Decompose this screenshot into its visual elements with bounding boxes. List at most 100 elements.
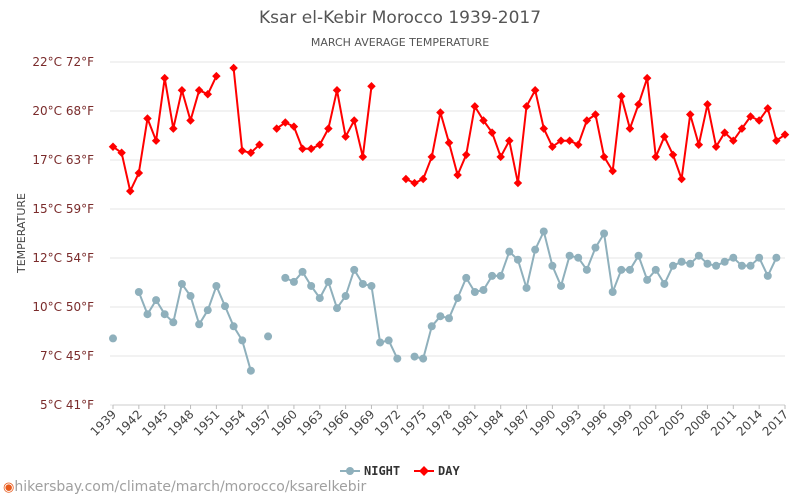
y-tick-label: 22°C 72°F xyxy=(32,55,94,69)
chart-title: Ksar el-Kebir Morocco 1939-2017 xyxy=(259,8,541,28)
day-point xyxy=(642,73,652,83)
night-point xyxy=(496,271,505,280)
day-point xyxy=(530,86,540,95)
day-point xyxy=(151,136,161,145)
day-point xyxy=(677,174,686,184)
night-point xyxy=(686,259,695,268)
day-point xyxy=(522,102,531,111)
night-point xyxy=(505,247,514,256)
legend-day-marker xyxy=(419,466,429,476)
x-tick-label: 2014 xyxy=(734,407,765,438)
night-point xyxy=(367,281,376,290)
day-point xyxy=(625,124,635,133)
day-point xyxy=(539,124,549,133)
day-point xyxy=(694,140,704,149)
night-point xyxy=(660,279,669,288)
day-point xyxy=(298,144,307,154)
x-tick-label: 1981 xyxy=(449,407,480,438)
legend-day-label: DAY xyxy=(438,464,460,478)
night-point xyxy=(651,265,660,274)
x-tick-label: 1951 xyxy=(191,407,222,438)
x-tick-label: 1984 xyxy=(475,407,506,438)
night-point xyxy=(513,255,522,264)
day-point xyxy=(453,170,462,180)
y-tick-label: 20°C 68°F xyxy=(32,104,94,118)
night-point xyxy=(152,296,161,305)
night-point xyxy=(574,253,583,262)
day-point xyxy=(117,148,126,158)
source-link[interactable]: ◉hikersbay.com/climate/march/morocco/ksa… xyxy=(3,479,366,495)
night-point xyxy=(608,288,617,297)
x-tick-label: 1948 xyxy=(165,407,196,438)
x-tick-label: 1957 xyxy=(243,407,274,438)
y-tick-label: 15°C 59°F xyxy=(32,202,94,216)
night-point xyxy=(772,253,781,262)
day-point xyxy=(410,178,419,188)
night-point xyxy=(755,253,764,262)
x-tick-label: 2011 xyxy=(708,407,739,438)
day-point xyxy=(237,146,247,156)
night-point xyxy=(341,292,350,301)
night-point xyxy=(169,318,178,327)
day-point xyxy=(703,100,712,109)
night-point xyxy=(177,279,186,288)
night-point xyxy=(134,288,143,297)
source-url: hikersbay.com/climate/march/morocco/ksar… xyxy=(14,479,367,495)
x-tick-label: 1966 xyxy=(320,407,351,438)
x-tick-label: 1972 xyxy=(372,407,403,438)
x-tick-label: 2005 xyxy=(656,407,687,438)
night-point xyxy=(522,283,531,292)
day-point xyxy=(177,86,187,95)
map-pin-icon: ◉ xyxy=(3,480,15,495)
day-point xyxy=(143,114,152,123)
day-point xyxy=(660,132,669,141)
day-point xyxy=(246,148,256,158)
day-point xyxy=(203,90,213,99)
night-point xyxy=(470,288,479,297)
y-tick-label: 7°C 45°F xyxy=(40,349,94,363)
day-point xyxy=(487,128,497,137)
x-tick-label: 1963 xyxy=(294,407,325,438)
day-point xyxy=(194,86,204,95)
night-point xyxy=(384,336,393,345)
night-point xyxy=(195,320,204,329)
night-point xyxy=(729,253,738,262)
legend[interactable]: NIGHT DAY xyxy=(340,464,460,478)
legend-item-day[interactable]: DAY xyxy=(414,464,460,478)
day-point xyxy=(169,124,178,133)
night-point xyxy=(763,271,772,280)
y-axis-label: TEMPERATURE xyxy=(15,193,28,274)
day-point xyxy=(565,136,574,145)
day-point xyxy=(332,86,342,95)
night-point xyxy=(531,245,540,254)
x-tick-label: 1987 xyxy=(501,407,532,438)
night-point xyxy=(453,294,462,303)
x-tick-label: 1942 xyxy=(113,407,144,438)
day-line xyxy=(112,67,786,193)
legend-item-night[interactable]: NIGHT xyxy=(340,464,400,478)
night-point xyxy=(307,281,316,290)
day-point xyxy=(479,116,488,125)
day-point xyxy=(315,140,325,149)
night-point xyxy=(264,332,273,341)
day-point xyxy=(617,92,626,101)
night-point xyxy=(229,322,238,331)
legend-night-marker xyxy=(346,467,354,475)
day-point xyxy=(573,140,583,149)
day-point xyxy=(289,122,299,131)
night-point xyxy=(246,366,255,375)
night-point xyxy=(582,265,591,274)
night-point xyxy=(238,336,247,345)
night-point xyxy=(539,227,548,236)
x-tick-label: 2008 xyxy=(682,407,713,438)
day-point xyxy=(324,124,333,133)
day-point xyxy=(634,100,643,109)
day-point xyxy=(401,174,411,184)
night-point xyxy=(677,257,686,266)
day-point xyxy=(272,124,281,133)
night-point xyxy=(376,338,385,347)
night-point xyxy=(393,354,402,363)
night-point xyxy=(557,281,565,290)
night-point xyxy=(694,251,703,260)
day-point xyxy=(306,144,316,154)
